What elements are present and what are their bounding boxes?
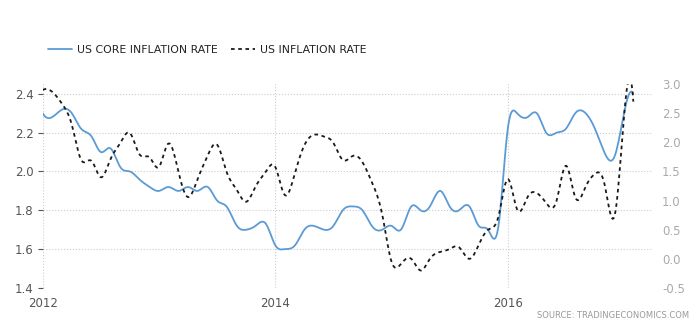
Legend: US CORE INFLATION RATE, US INFLATION RATE: US CORE INFLATION RATE, US INFLATION RAT… bbox=[48, 45, 367, 55]
Text: SOURCE: TRADINGECONOMICS.COM: SOURCE: TRADINGECONOMICS.COM bbox=[538, 311, 690, 320]
